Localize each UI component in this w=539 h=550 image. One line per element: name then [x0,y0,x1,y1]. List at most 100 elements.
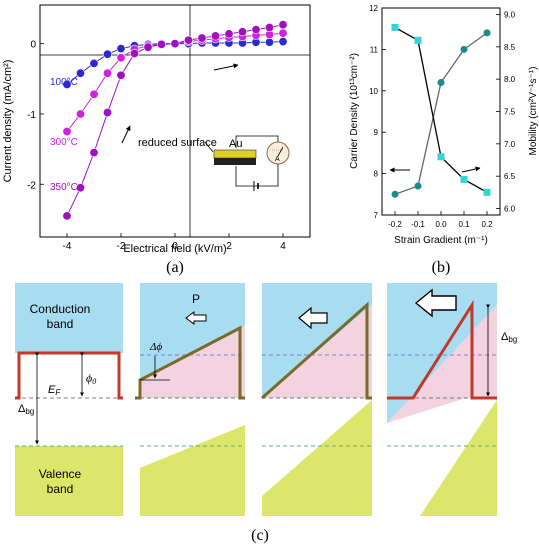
arrow-to-right-axis [461,166,481,173]
panel-b-point-carrier [414,182,422,190]
panel-a-point [103,49,113,59]
panel-b-xtick-label: 0.1 [458,220,470,229]
circuit-wire-top [235,135,279,148]
panel-b-ytick-left-label: 8 [374,170,379,179]
band-diagram-large-tilt: Δbg [387,283,517,516]
circuit-wire-bottom [235,164,279,187]
panel-a-point [116,70,126,80]
panel-a-xtick-label: 0 [172,241,178,252]
panel-b-ytick-right-label: 8.5 [504,43,516,52]
reduced-surface-pointer [204,141,214,153]
conduction-band-region-1 [15,283,123,353]
panel-a-xtick-label: 4 [280,241,286,252]
valence-band-region-4 [420,400,497,516]
panel-a-ytick-label: -2 [27,180,36,191]
panel-b-ytick-left-label: 11 [370,45,379,54]
panel-a-point [116,44,126,54]
conduction-band-region-2 [140,283,245,378]
panel-a-point [224,29,234,39]
panel-b-point-carrier [391,190,399,198]
panel-a-point [278,28,288,38]
panel-b-xlabel: Strain Gradient (m⁻¹) [394,235,488,246]
panel-b-label: (b) [432,259,451,276]
conduction-label-2: band [47,317,74,331]
band-edge-1 [15,351,123,400]
panel-b-ytick-right-label: 9.0 [504,10,516,19]
panel-b-ytick-right-label: 8.0 [504,75,516,84]
ammeter-icon [266,141,290,165]
valence-label-1: Valence [39,467,82,481]
panel-b-series-line [394,26,488,193]
panel-a-point [143,42,153,52]
panel-a-current-density-plot: -4 -2 0 2 4 0 -1 -2 100°C 300°C 350°C reduced s… [2,4,311,276]
band-edge-4 [387,299,497,400]
polarization-arrow-small [185,311,207,325]
panel-a-point [76,68,86,78]
ef-label: EF [48,384,61,397]
panel-b-ytick-right-label: 6.5 [504,172,516,181]
panel-b-ticks: -0.2 -0.1 0.0 0.1 0.2 7 8 9 10 11 12 6.0 6.5 7.0 7.5 8.… [369,4,516,229]
panel-b-point-carrier [483,29,491,37]
panel-a-series [62,20,288,221]
phi0-label: ϕ0 [86,371,96,386]
panel-b-xtick-label: 0.0 [435,220,447,229]
panel-b-xtick-label: 0.2 [481,220,493,229]
panel-b-ylabel-right: Mobility (cm²V⁻¹s⁻¹) [528,67,539,156]
panel-b-xtick-label: -0.2 [388,220,402,229]
panel-b-point-carrier [460,45,468,53]
delta-bg-label-1: Δbg [18,403,34,416]
panel-b-ytick-left-label: 9 [374,128,379,137]
delta-phi-label: Δϕ [149,341,162,353]
panel-b-frame [381,7,501,216]
valence-band-region-1 [15,446,123,516]
panel-b-point-mobility [414,36,422,44]
panel-b-ytick-right-label: 7.5 [504,108,516,117]
panel-b-ytick-right-label: 6.0 [504,205,516,214]
band-diagram-small-tilt: Δϕ P [135,283,245,516]
panel-b-point-mobility [460,175,468,183]
panel-b-point-mobility [437,153,445,161]
panel-a-ytick-label: -1 [27,110,36,121]
valence-band-region-2 [140,425,245,516]
band-diagram-flat: Conduction band Valence band Δbg ϕ0 EF [15,283,123,516]
panel-a-series-line [66,24,284,217]
band-edge-3 [261,301,372,400]
panel-b-carrier-mobility-plot: -0.2 -0.1 0.0 0.1 0.2 7 8 9 10 11 12 6.0 6.5 7.0 7.5 8.… [349,4,539,276]
panel-a-point [76,183,86,193]
panel-a-point [130,49,140,59]
panel-a-ylabel: Current density (mA/cm²) [2,60,14,183]
panel-b-ytick-left-label: 12 [369,4,378,13]
panel-a-point [89,89,99,99]
panel-b-xtick-label: -0.1 [411,220,425,229]
panel-a-label: (a) [166,259,184,276]
panel-a-point [116,53,126,63]
panel-a-ytick-label: 0 [30,40,36,51]
sample-reduced-surface [213,149,257,159]
sweep-arrow-backward [121,125,131,144]
ammeter-needle [277,146,284,157]
panel-b-ytick-left-label: 7 [374,211,379,220]
panel-a-point [89,58,99,68]
panel-a-xtick-label: 2 [226,241,232,252]
panel-b-point-mobility [391,23,399,31]
panel-a-xlabel: Electrical field (kV/m) [123,243,226,255]
panel-a-point [62,211,72,221]
panel-a-point [211,31,221,41]
panel-b-ytick-left-label: 10 [369,87,378,96]
band-diagram-medium-tilt [261,283,372,516]
polarization-label: P [192,292,200,306]
legend-350c: 350°C [50,182,78,193]
legend-300c: 300°C [50,137,78,148]
sample-bulk [214,158,256,165]
panel-a-point [264,22,274,32]
panel-a-point [103,108,113,118]
valence-label-2: band [47,482,74,496]
panel-a-point [170,39,180,49]
panel-b-ytick-right-label: 7.0 [504,140,516,149]
panel-c-band-diagrams: Conduction band Valence band Δbg ϕ0 EF Δ… [15,283,517,544]
delta-bg-label-4: Δbg [501,331,517,344]
inset-circuit: reduced surface Au A [138,135,290,191]
valence-band-region-3 [262,400,372,516]
sweep-arrow-forward [213,63,239,71]
